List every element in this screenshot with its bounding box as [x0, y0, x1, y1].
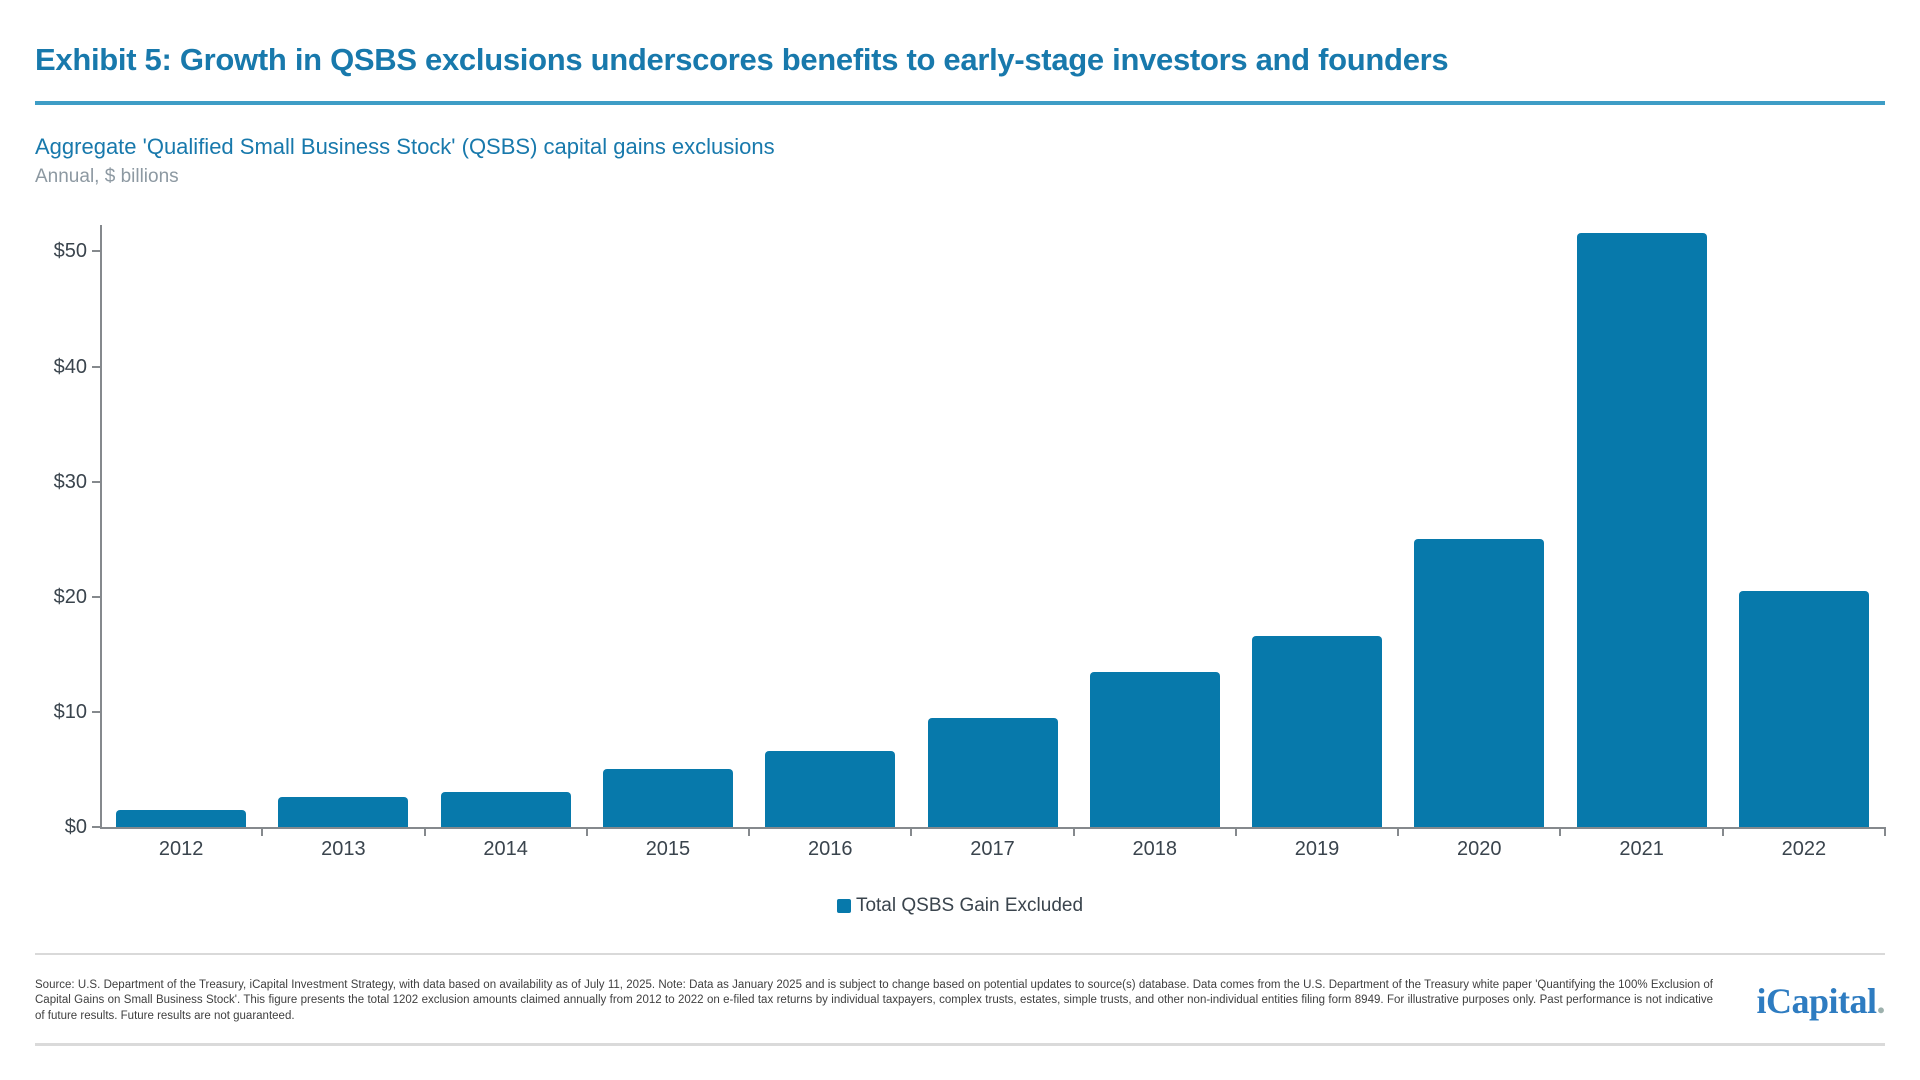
x-axis-tick [748, 827, 751, 836]
bar-2022 [1738, 591, 1869, 827]
y-axis-tick [92, 710, 101, 713]
x-axis-label-2012: 2012 [158, 838, 204, 860]
x-axis-tick [1559, 827, 1562, 836]
icapital-logo-dot: . [1876, 981, 1886, 1021]
footer-bottom-divider [35, 1043, 1885, 1046]
legend-label: Total QSBS Gain Excluded [855, 895, 1084, 916]
x-axis-label-2021: 2021 [1619, 838, 1664, 860]
y-axis-tick [92, 826, 101, 828]
y-axis-label: $30 [53, 470, 87, 493]
x-axis-label-2017: 2017 [970, 838, 1015, 860]
x-axis-tick [1234, 827, 1237, 836]
x-axis-label-2022: 2022 [1781, 838, 1827, 860]
x-axis-tick [1072, 827, 1075, 836]
legend-marker-icon [836, 899, 851, 913]
x-axis-label-2014: 2014 [483, 838, 528, 860]
y-axis-tick [92, 250, 101, 253]
source-disclosure-text: Source: U.S. Department of the Treasury,… [35, 978, 1713, 1022]
chart-legend: Total QSBS Gain Excluded [35, 893, 1885, 919]
bar-2016 [765, 751, 896, 827]
y-axis-tick [92, 480, 101, 483]
x-axis-label-2019: 2019 [1294, 838, 1340, 860]
icapital-logo-text: iCapital [1756, 981, 1877, 1021]
y-axis-label: $40 [53, 355, 87, 378]
bar-2019 [1252, 635, 1383, 827]
bar-2021 [1576, 233, 1707, 827]
chart-unit-note: Annual, $ billions [35, 166, 179, 187]
bar-2018 [1089, 671, 1220, 827]
x-axis-label-2015: 2015 [645, 838, 691, 860]
y-axis-tick [92, 365, 101, 368]
bar-2013 [278, 797, 409, 827]
x-axis-line [100, 827, 1885, 829]
chart-subtitle: Aggregate 'Qualified Small Business Stoc… [35, 134, 775, 159]
bar-2012 [116, 809, 247, 827]
footer: Source: U.S. Department of the Treasury,… [35, 968, 1885, 1034]
x-axis-tick [1397, 827, 1400, 836]
icapital-logo: iCapital. [1713, 980, 1885, 1022]
bar-2014 [440, 792, 571, 827]
bar-chart: $0 $10 $20 $30 $40 $50 2012 2013 2014 2015 2016 201… [35, 225, 1886, 875]
y-axis-label: $50 [53, 240, 87, 263]
y-axis-label: $10 [53, 700, 87, 723]
x-axis-tick [585, 827, 588, 836]
x-axis-label-2020: 2020 [1457, 838, 1502, 860]
y-axis-label: $20 [53, 585, 87, 608]
y-axis-tick [92, 595, 101, 598]
y-axis-label: $0 [64, 816, 87, 838]
page-title: Exhibit 5: Growth in QSBS exclusions und… [35, 42, 1449, 77]
x-axis-tick [261, 827, 264, 836]
x-axis-tick [1721, 827, 1724, 836]
x-axis-tick [423, 827, 426, 836]
title-underline-rule [35, 101, 1885, 105]
x-axis-tick [1884, 827, 1886, 836]
x-axis-label-2016: 2016 [807, 838, 853, 860]
bar-2015 [602, 769, 733, 827]
x-axis-label-2013: 2013 [321, 838, 366, 860]
x-axis-tick [910, 827, 913, 836]
x-axis-label-2018: 2018 [1132, 838, 1178, 860]
legend-item: Total QSBS Gain Excluded [836, 895, 1084, 917]
y-axis-line [100, 225, 102, 829]
footer-top-divider [35, 953, 1885, 955]
bar-2017 [927, 717, 1058, 827]
bar-2020 [1414, 539, 1545, 827]
